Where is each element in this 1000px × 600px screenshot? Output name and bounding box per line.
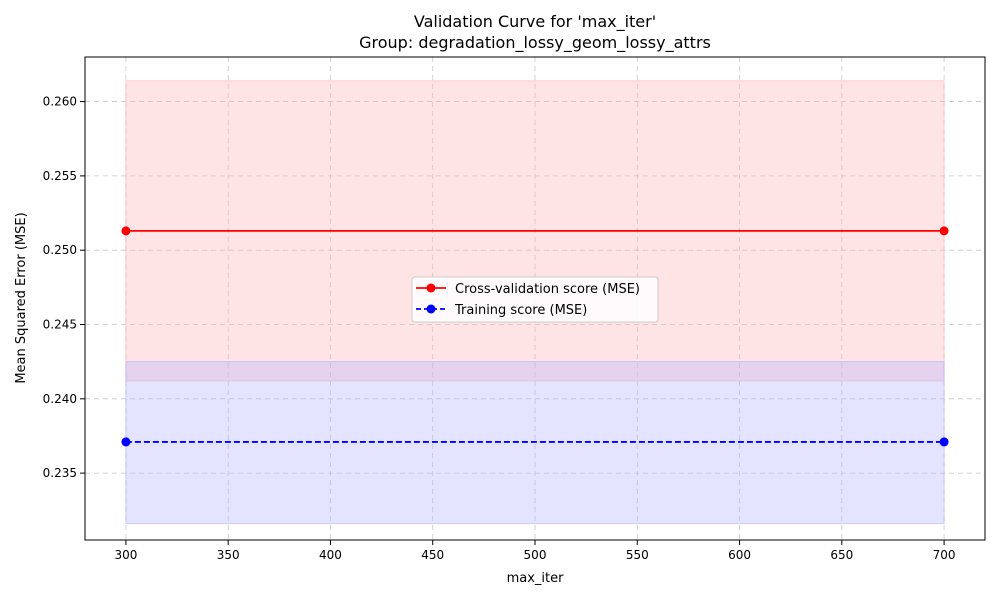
chart-subtitle: Group: degradation_lossy_geom_lossy_attr… <box>359 33 711 53</box>
point-series-1 <box>939 437 949 447</box>
legend-label-1: Training score (MSE) <box>454 303 587 318</box>
x-tick-label: 350 <box>217 548 240 562</box>
x-tick-label: 500 <box>524 548 547 562</box>
grid-lines <box>85 57 985 540</box>
x-tick-label: 550 <box>626 548 649 562</box>
chart-title: Validation Curve for 'max_iter' <box>414 12 656 32</box>
point-series-1 <box>121 437 131 447</box>
series-lines <box>125 229 945 443</box>
y-axis-label: Mean Squared Error (MSE) <box>14 212 29 383</box>
x-tick-label: 400 <box>319 548 342 562</box>
y-axis-ticks: 0.235 0.240 0.245 0.250 0.255 0.260 <box>43 95 85 480</box>
x-tick-label: 450 <box>421 548 444 562</box>
x-axis-label: max_iter <box>507 571 565 586</box>
x-tick-label: 300 <box>114 548 137 562</box>
x-axis-ticks: 300 350 400 450 500 550 600 650 700 <box>114 540 956 562</box>
series-points <box>121 226 949 447</box>
y-tick-label: 0.260 <box>43 95 77 109</box>
point-series-0 <box>939 226 949 236</box>
legend-marker-0 <box>426 283 436 293</box>
y-tick-label: 0.245 <box>43 318 77 332</box>
legend: Cross-validation score (MSE) Training sco… <box>411 276 659 323</box>
x-tick-label: 600 <box>728 548 751 562</box>
y-tick-label: 0.255 <box>43 169 77 183</box>
x-tick-label: 650 <box>830 548 853 562</box>
y-tick-label: 0.235 <box>43 466 77 480</box>
y-tick-label: 0.240 <box>43 392 77 406</box>
legend-label-0: Cross-validation score (MSE) <box>455 282 640 297</box>
legend-box <box>411 276 659 323</box>
x-tick-label: 700 <box>933 548 956 562</box>
legend-marker-1 <box>426 304 436 314</box>
y-tick-label: 0.250 <box>43 243 77 257</box>
point-series-0 <box>121 226 131 236</box>
